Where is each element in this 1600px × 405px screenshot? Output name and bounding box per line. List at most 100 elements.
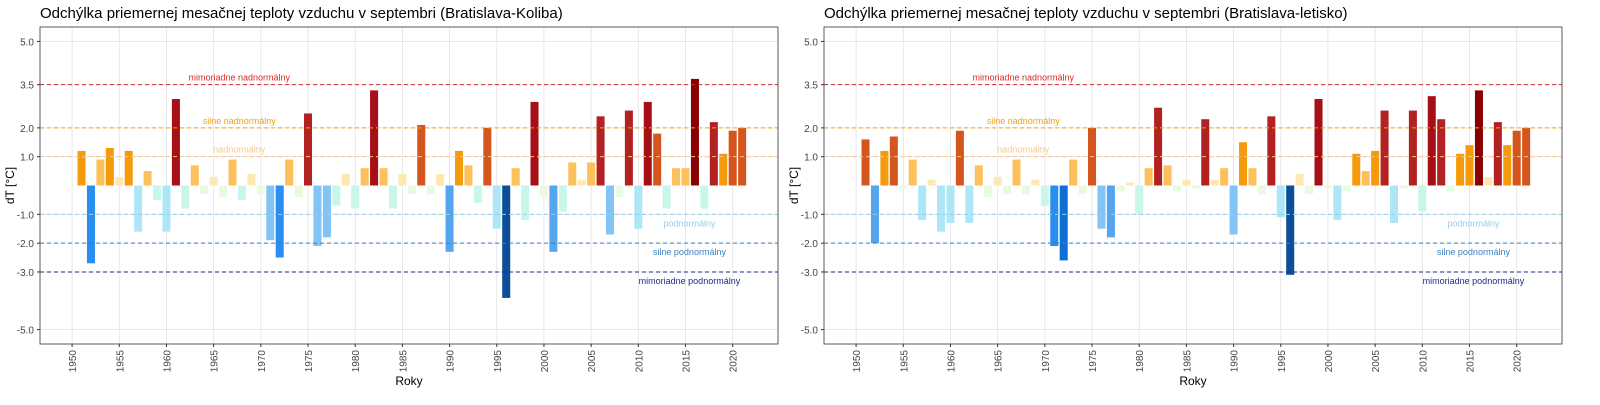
y-tick-label: 5.0 <box>804 37 818 48</box>
bar <box>719 153 728 186</box>
bar <box>502 185 511 298</box>
y-tick-label: -3.0 <box>801 268 819 279</box>
bar <box>1352 153 1361 186</box>
bar <box>634 185 643 229</box>
bar <box>162 185 171 232</box>
bar <box>1371 150 1380 186</box>
bar <box>407 185 416 195</box>
threshold-label: silne podnormálny <box>1437 247 1511 257</box>
x-tick-label: 2015 <box>682 350 693 373</box>
x-tick-label: 2020 <box>729 350 740 373</box>
plot-border <box>823 26 1563 345</box>
bar <box>1144 168 1153 186</box>
bar <box>351 185 360 209</box>
bar <box>219 185 228 198</box>
x-tick-label: 1985 <box>1182 350 1193 373</box>
bar <box>1031 179 1040 186</box>
bar <box>615 185 624 198</box>
bar <box>1314 99 1323 186</box>
bar <box>1172 185 1181 192</box>
bar <box>1257 185 1266 195</box>
threshold-label: silne nadnormálny <box>987 116 1061 126</box>
bar <box>1446 185 1455 192</box>
y-tick-label: 2.0 <box>20 124 34 135</box>
bar <box>690 78 699 186</box>
bar <box>974 165 983 186</box>
plot-border <box>39 26 779 345</box>
bar <box>1484 176 1493 186</box>
bar <box>1201 119 1210 186</box>
x-tick-label: 2015 <box>1466 350 1477 373</box>
bar <box>1305 185 1314 195</box>
bar <box>1106 185 1115 238</box>
bar <box>530 101 539 186</box>
threshold-label: podnormálny <box>1447 218 1500 228</box>
bar <box>313 185 322 247</box>
bar <box>1503 145 1512 186</box>
y-tick-label: -1.0 <box>17 210 35 221</box>
bar <box>1456 153 1465 186</box>
bar <box>322 185 331 238</box>
bar <box>965 185 974 223</box>
bar <box>1012 159 1021 186</box>
bar <box>492 185 501 229</box>
x-tick-label: 1955 <box>115 350 126 373</box>
x-tick-label: 1980 <box>351 350 362 373</box>
x-tick-label: 1950 <box>852 350 863 373</box>
bar <box>1220 168 1229 186</box>
y-tick-label: -5.0 <box>801 326 819 337</box>
bar <box>124 150 133 186</box>
bar <box>388 185 397 209</box>
bar <box>1437 119 1446 186</box>
y-tick-label: -2.0 <box>801 239 819 250</box>
x-tick-label: 1955 <box>899 350 910 373</box>
threshold-label: podnormálny <box>663 218 716 228</box>
x-tick-label: 2010 <box>1418 350 1429 373</box>
y-tick-label: 5.0 <box>20 37 34 48</box>
bar <box>539 185 548 198</box>
bar <box>379 168 388 186</box>
bar <box>341 173 350 186</box>
bar <box>1408 110 1417 186</box>
bar <box>937 185 946 232</box>
bar <box>1059 185 1068 261</box>
bar <box>908 159 917 186</box>
bar <box>134 185 143 232</box>
x-tick-label: 1970 <box>1041 350 1052 373</box>
bar <box>1295 173 1304 186</box>
bar <box>1191 185 1200 189</box>
bar <box>1276 185 1285 218</box>
bar <box>247 173 256 186</box>
bar <box>436 173 445 186</box>
threshold-label: mimoriadne podnormálny <box>639 276 741 286</box>
bar <box>275 185 284 258</box>
y-tick-label: -5.0 <box>17 326 35 337</box>
bar <box>1512 130 1521 186</box>
bar <box>1323 185 1332 189</box>
bar <box>209 176 218 186</box>
bar <box>483 127 492 186</box>
bar <box>1040 185 1049 206</box>
x-tick-label: 1950 <box>68 350 79 373</box>
bar <box>417 124 426 186</box>
bar <box>728 130 737 186</box>
bar <box>1361 171 1370 186</box>
x-tick-label: 2000 <box>540 350 551 373</box>
y-tick-label: 1.0 <box>20 153 34 164</box>
chart-panel: Odchýlka priemernej mesačnej teploty vzd… <box>787 5 1563 388</box>
bar <box>96 159 105 186</box>
x-tick-label: 1990 <box>446 350 457 373</box>
bar <box>171 99 180 186</box>
bar <box>1427 96 1436 186</box>
bar <box>77 150 86 186</box>
bar <box>360 168 369 186</box>
bar <box>426 185 435 195</box>
bar <box>237 185 246 200</box>
bar <box>228 159 237 186</box>
y-tick-label: -3.0 <box>17 268 35 279</box>
bar <box>993 176 1002 186</box>
x-tick-label: 1975 <box>1088 350 1099 373</box>
bar <box>558 185 567 212</box>
chart-title: Odchýlka priemernej mesačnej teploty vzd… <box>824 5 1348 22</box>
